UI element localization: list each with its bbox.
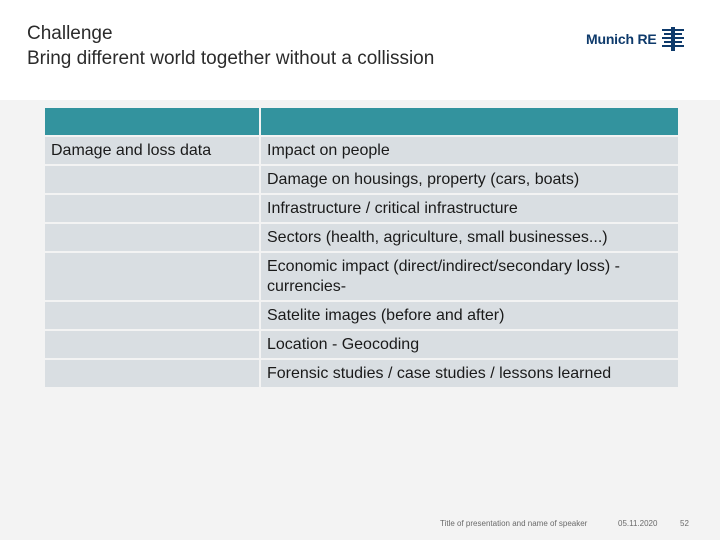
slide-header: Challenge Bring different world together… — [0, 0, 720, 100]
damage-loss-table: Damage and loss data Impact on people Da… — [43, 106, 680, 389]
table-row: Sectors (health, agriculture, small busi… — [45, 224, 678, 251]
table-cell — [45, 224, 259, 251]
table-row: Location - Geocoding — [45, 331, 678, 358]
slide-title: Challenge Bring different world together… — [27, 21, 434, 71]
table-cell — [45, 302, 259, 329]
table-cell — [45, 195, 259, 222]
table-row: Economic impact (direct/indirect/seconda… — [45, 253, 678, 300]
title-line-1: Challenge — [27, 23, 113, 44]
table-row: Forensic studies / case studies / lesson… — [45, 360, 678, 387]
table-row: Satelite images (before and after) — [45, 302, 678, 329]
table-cell: Forensic studies / case studies / lesson… — [261, 360, 678, 387]
table-cell — [45, 331, 259, 358]
table-row: Damage on housings, property (cars, boat… — [45, 166, 678, 193]
table-cell: Economic impact (direct/indirect/seconda… — [261, 253, 678, 300]
table-cell: Location - Geocoding — [261, 331, 678, 358]
table-header-cell — [45, 108, 259, 135]
table-cell: Infrastructure / critical infrastructure — [261, 195, 678, 222]
footer-presentation-title: Title of presentation and name of speake… — [440, 519, 588, 528]
table-cell: Satelite images (before and after) — [261, 302, 678, 329]
table-cell: Damage and loss data — [45, 137, 259, 164]
table-cell: Damage on housings, property (cars, boat… — [261, 166, 678, 193]
table-cell: Sectors (health, agriculture, small busi… — [261, 224, 678, 251]
table-header-cell — [261, 108, 678, 135]
table-cell — [45, 360, 259, 387]
munich-re-logo-icon — [661, 27, 684, 51]
title-line-2: Bring different world together without a… — [27, 48, 435, 69]
footer-page-number: 52 — [680, 519, 689, 528]
table-cell — [45, 253, 259, 300]
logo-text: Munich RE — [586, 31, 657, 47]
footer-date: 05.11.2020 — [618, 519, 658, 528]
munich-re-logo: Munich RE — [586, 26, 684, 52]
table-cell — [45, 166, 259, 193]
table-cell: Impact on people — [261, 137, 678, 164]
table-header-row — [45, 108, 678, 135]
table-row: Infrastructure / critical infrastructure — [45, 195, 678, 222]
table-row: Damage and loss data Impact on people — [45, 137, 678, 164]
